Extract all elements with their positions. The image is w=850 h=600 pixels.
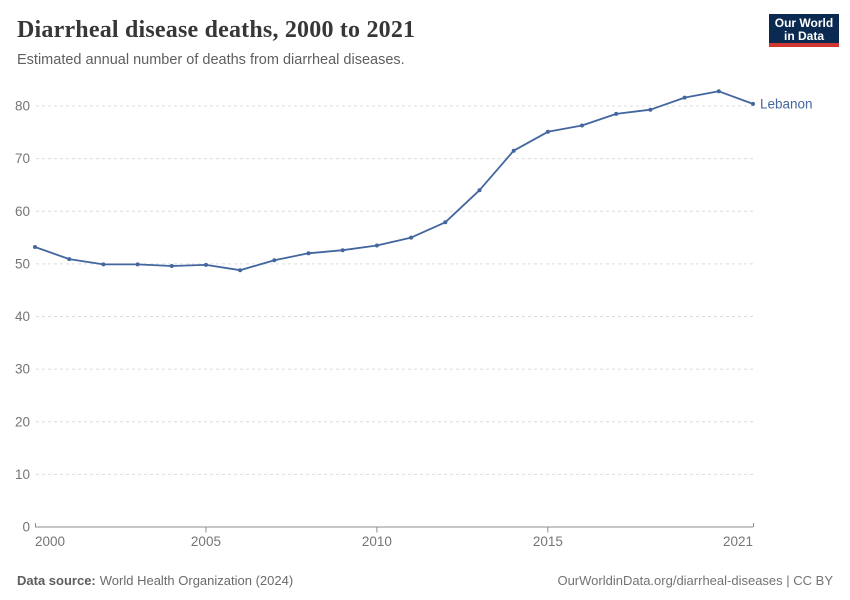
owid-logo-line2: in Data: [783, 29, 824, 43]
x-tick-label-2015: 2015: [533, 534, 563, 549]
data-source-label: Data source:: [17, 573, 96, 588]
data-point-2016[interactable]: [580, 123, 584, 128]
data-point-2007[interactable]: [272, 258, 277, 263]
data-point-2015[interactable]: [545, 129, 550, 134]
data-point-2003[interactable]: [135, 262, 140, 267]
chart-footer: Data source: World Health Organization (…: [17, 573, 833, 588]
data-point-2004[interactable]: [169, 264, 174, 268]
data-point-2021[interactable]: [751, 101, 755, 106]
y-tick-label-70: 70: [15, 151, 30, 166]
data-point-2010[interactable]: [374, 243, 379, 248]
data-point-2005[interactable]: [204, 262, 208, 267]
series-label-lebanon[interactable]: Lebanon: [760, 96, 813, 111]
data-point-2018[interactable]: [648, 107, 653, 112]
data-point-2017[interactable]: [614, 111, 619, 116]
y-tick-label-40: 40: [15, 309, 30, 324]
data-source: Data source: World Health Organization (…: [17, 573, 293, 588]
y-tick-label-20: 20: [15, 414, 30, 429]
chart-subtitle: Estimated annual number of deaths from d…: [17, 52, 405, 68]
data-point-2013[interactable]: [477, 188, 482, 193]
y-tick-label-80: 80: [15, 99, 30, 114]
owid-logo-line1: Our World: [774, 16, 834, 30]
data-source-text: World Health Organization (2024): [99, 573, 294, 588]
data-point-2006[interactable]: [238, 268, 243, 273]
y-tick-label-30: 30: [15, 362, 30, 377]
data-point-2000[interactable]: [33, 245, 37, 249]
x-tick-label-2021: 2021: [723, 534, 753, 549]
footer-link[interactable]: OurWorldinData.org/diarrheal-diseases | …: [557, 573, 833, 588]
series-line-lebanon[interactable]: [34, 90, 754, 272]
data-point-2002[interactable]: [101, 262, 106, 267]
data-point-2020[interactable]: [716, 89, 721, 94]
y-tick-label-0: 0: [22, 520, 30, 535]
data-point-2001[interactable]: [67, 257, 72, 262]
x-tick-label-2000: 2000: [35, 534, 65, 549]
data-point-2008[interactable]: [306, 251, 311, 256]
y-tick-label-10: 10: [15, 467, 30, 482]
data-point-2012[interactable]: [443, 220, 448, 225]
chart-header: Diarrheal disease deaths, 2000 to 2021 E…: [0, 0, 850, 69]
owid-logo[interactable]: Our World in Data: [769, 14, 839, 47]
x-tick-label-2005: 2005: [191, 534, 221, 549]
y-tick-label-60: 60: [15, 204, 30, 219]
page-title: Diarrheal disease deaths, 2000 to 2021: [17, 17, 416, 43]
data-point-2014[interactable]: [511, 148, 516, 153]
data-point-2019[interactable]: [682, 95, 687, 100]
data-point-2011[interactable]: [409, 235, 414, 240]
y-tick-label-50: 50: [15, 256, 30, 271]
x-tick-label-2010: 2010: [362, 534, 392, 549]
data-point-2009[interactable]: [340, 248, 345, 253]
